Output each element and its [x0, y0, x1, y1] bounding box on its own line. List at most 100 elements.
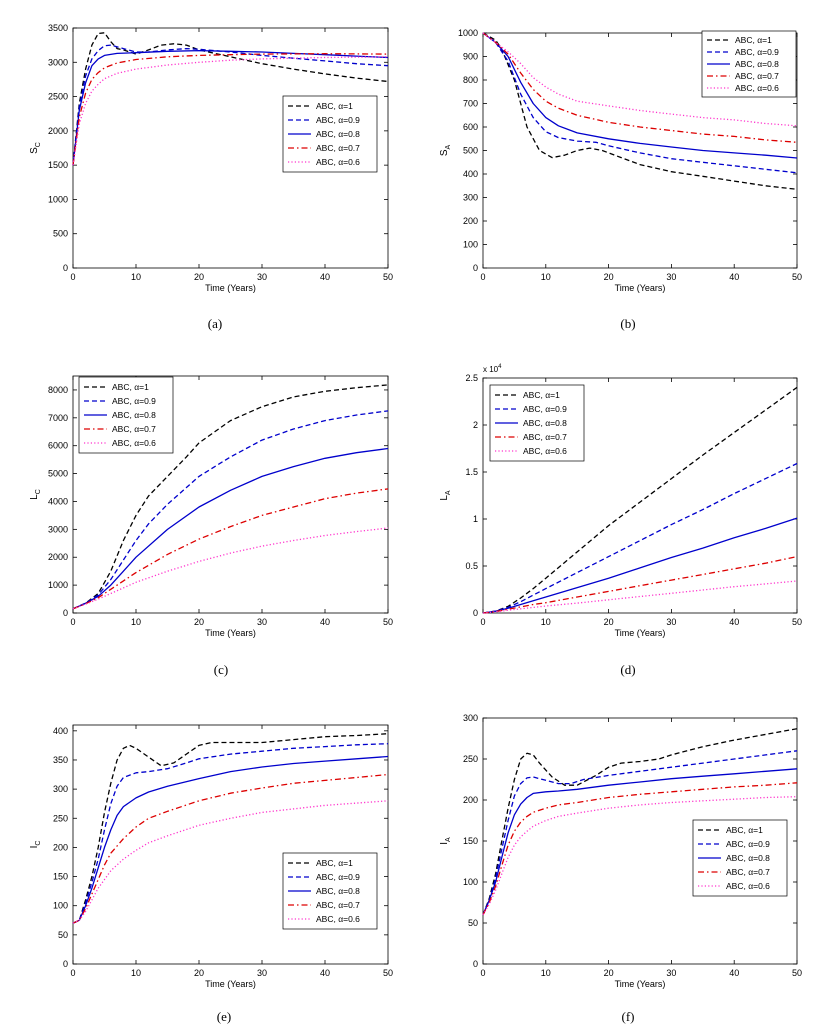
series-line-b-3 — [482, 32, 798, 159]
legend-f: ABC, α=1 ABC, α=0.9 ABC, α=0.8 ABC, α=0.7 AB… — [692, 819, 788, 897]
x-tick-label: 30 — [666, 617, 676, 627]
y-tick-label: 1000 — [48, 194, 68, 204]
y-tick-label: 0.5 — [465, 561, 478, 571]
y-tick-label: 5000 — [48, 469, 68, 479]
legend-entry: ABC, α=1 — [316, 101, 353, 111]
x-tick-label: 10 — [131, 968, 141, 978]
x-tick-label: 40 — [320, 968, 330, 978]
x-tick-label: 50 — [792, 617, 802, 627]
x-tick-label: 30 — [257, 617, 267, 627]
y-tick-label: 8000 — [48, 385, 68, 395]
chart-a-svg: 0 10 20 30 40 500500100015002000250030003500T… — [29, 23, 393, 293]
x-tick-label: 10 — [541, 272, 551, 282]
legend-entry: ABC, α=0.7 — [112, 424, 156, 434]
x-tick-label: 50 — [383, 968, 393, 978]
y-tick-label: 250 — [463, 754, 478, 764]
series-group-b — [482, 32, 798, 190]
series-line-c-4 — [72, 488, 389, 610]
x-tick-label: 10 — [131, 272, 141, 282]
series-line-d-3 — [482, 517, 798, 614]
y-axis-label: IA — [439, 837, 452, 845]
panel-d: 0 10 20 30 40 50 0 0.5 1 1.5 2 2.5 Time (Years) LA x 1… — [0, 0, 837, 638]
y-tick-label: 7000 — [48, 413, 68, 423]
legend-entry: ABC, α=0.7 — [726, 867, 770, 877]
y-tick-label: 1 — [473, 514, 478, 524]
y-tick-label: 2 — [473, 420, 478, 430]
legend-entry: ABC, α=0.7 — [523, 432, 567, 442]
legend-entry: ABC, α=0.8 — [735, 59, 779, 69]
y-tick-label: 1.5 — [465, 467, 478, 477]
legend-e: ABC, α=1 ABC, α=0.9 ABC, α=0.8 ABC, α=0.7 AB… — [282, 852, 378, 930]
series-group-a — [72, 32, 389, 166]
y-tick-label: 900 — [463, 52, 478, 62]
y-tick-label: 2000 — [48, 126, 68, 136]
y-axis-label: SC — [29, 142, 42, 154]
y-axis-label: IC — [29, 841, 42, 849]
x-tick-label: 0 — [480, 617, 485, 627]
y-tick-label: 200 — [463, 216, 478, 226]
y-multiplier-label: x 104 — [483, 364, 502, 374]
series-line-d-2 — [482, 462, 798, 614]
series-line-a-1 — [72, 32, 389, 166]
caption-d: (d) — [620, 662, 636, 677]
series-line-c-3 — [72, 447, 389, 610]
x-axis-label: Time (Years) — [615, 628, 666, 638]
series-line-c-1 — [72, 384, 389, 610]
y-tick-label: 250 — [53, 813, 68, 823]
y-tick-label: 300 — [463, 713, 478, 723]
legend-entry: ABC, α=0.9 — [523, 404, 567, 414]
y-axis-label: LA — [439, 490, 452, 501]
x-tick-label: 30 — [666, 968, 676, 978]
x-tick-label: 30 — [666, 272, 676, 282]
y-axis-label: SA — [439, 145, 452, 157]
series-line-f-5 — [482, 796, 798, 916]
legend-entry: ABC, α=1 — [735, 35, 772, 45]
x-tick-label: 20 — [604, 617, 614, 627]
y-tick-label: 100 — [463, 877, 478, 887]
chart-c-svg: 0 10 20 30 40 50 0 1000 2000 3000 4000 5000 6000 7000… — [29, 375, 393, 638]
panel-b: 0 10 20 30 40 50 0 100 200 300 400 500 600 700 800 900 1… — [0, 0, 837, 340]
chart-d-svg: 0 10 20 30 40 50 0 0.5 1 1.5 2 2.5 Time (Years) LA x 1… — [439, 364, 802, 638]
y-tick-label: 1000 — [458, 28, 478, 38]
y-tick-label: 200 — [463, 795, 478, 805]
x-tick-label: 30 — [257, 272, 267, 282]
legend-entry: ABC, α=0.9 — [726, 839, 770, 849]
y-tick-label: 2500 — [48, 92, 68, 102]
x-tick-label: 40 — [729, 617, 739, 627]
x-tick-label: 20 — [604, 968, 614, 978]
x-axis-label: Time (Years) — [615, 979, 666, 989]
x-tick-label: 30 — [257, 968, 267, 978]
legend-entry: ABC, α=0.6 — [316, 914, 360, 924]
legend-entry: ABC, α=1 — [726, 825, 763, 835]
series-line-e-4 — [72, 773, 389, 924]
x-tick-label: 10 — [131, 617, 141, 627]
legend-a: ABC, α=1 ABC, α=0.9 ABC, α=0.8 ABC, α=0.7 AB… — [282, 95, 378, 173]
legend-entry: ABC, α=0.9 — [112, 396, 156, 406]
series-line-e-5 — [72, 800, 389, 924]
y-tick-label: 500 — [53, 229, 68, 239]
caption-f: (f) — [621, 1009, 635, 1024]
y-tick-label: 0 — [63, 959, 68, 969]
x-tick-label: 50 — [792, 272, 802, 282]
series-line-f-4 — [482, 782, 798, 916]
y-tick-label: 200 — [53, 842, 68, 852]
series-line-f-2 — [482, 750, 798, 916]
y-tick-label: 6000 — [48, 441, 68, 451]
x-tick-label: 0 — [70, 617, 75, 627]
x-tick-label: 0 — [70, 968, 75, 978]
x-tick-label: 20 — [194, 617, 204, 627]
y-tick-label: 4000 — [48, 496, 68, 506]
series-line-e-2 — [72, 743, 389, 924]
x-tick-label: 50 — [792, 968, 802, 978]
legend-entry: ABC, α=1 — [316, 858, 353, 868]
legend-entry: ABC, α=0.9 — [735, 47, 779, 57]
legend-entry: ABC, α=0.6 — [735, 83, 779, 93]
series-line-e-1 — [72, 733, 389, 924]
series-line-d-4 — [482, 555, 798, 614]
series-line-f-3 — [482, 768, 798, 916]
y-tick-label: 800 — [463, 75, 478, 85]
y-tick-label: 350 — [53, 755, 68, 765]
x-axis-label: Time (Years) — [205, 283, 256, 293]
legend-entry: ABC, α=0.6 — [726, 881, 770, 891]
x-tick-label: 0 — [480, 968, 485, 978]
